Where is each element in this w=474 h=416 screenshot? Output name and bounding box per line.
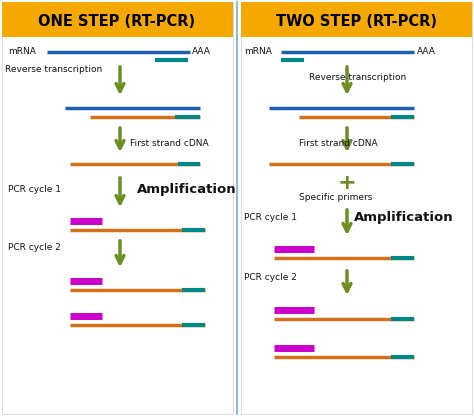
Bar [241,2,472,414]
Text: mRNA: mRNA [244,47,272,57]
Text: PCR cycle 1: PCR cycle 1 [8,186,61,195]
Bar [2,2,233,37]
Bar [2,2,233,414]
Bar [241,2,472,37]
Text: +: + [337,173,356,193]
Text: PCR cycle 1: PCR cycle 1 [244,213,297,223]
Text: mRNA: mRNA [8,47,36,57]
Text: TWO STEP (RT-PCR): TWO STEP (RT-PCR) [276,13,438,29]
Text: First strand cDNA: First strand cDNA [130,139,209,148]
Text: PCR cycle 2: PCR cycle 2 [244,273,297,282]
Text: ONE STEP (RT-PCR): ONE STEP (RT-PCR) [38,13,196,29]
Text: Specific primers: Specific primers [299,193,373,203]
Text: AAA: AAA [192,47,211,57]
Text: AAA: AAA [417,47,436,57]
Text: Reverse transcription: Reverse transcription [5,65,102,74]
Text: Amplification: Amplification [354,211,454,225]
Text: First strand cDNA: First strand cDNA [299,139,378,148]
Text: Amplification: Amplification [137,183,237,196]
Text: PCR cycle 2: PCR cycle 2 [8,243,61,253]
Text: Reverse transcription: Reverse transcription [309,74,406,82]
